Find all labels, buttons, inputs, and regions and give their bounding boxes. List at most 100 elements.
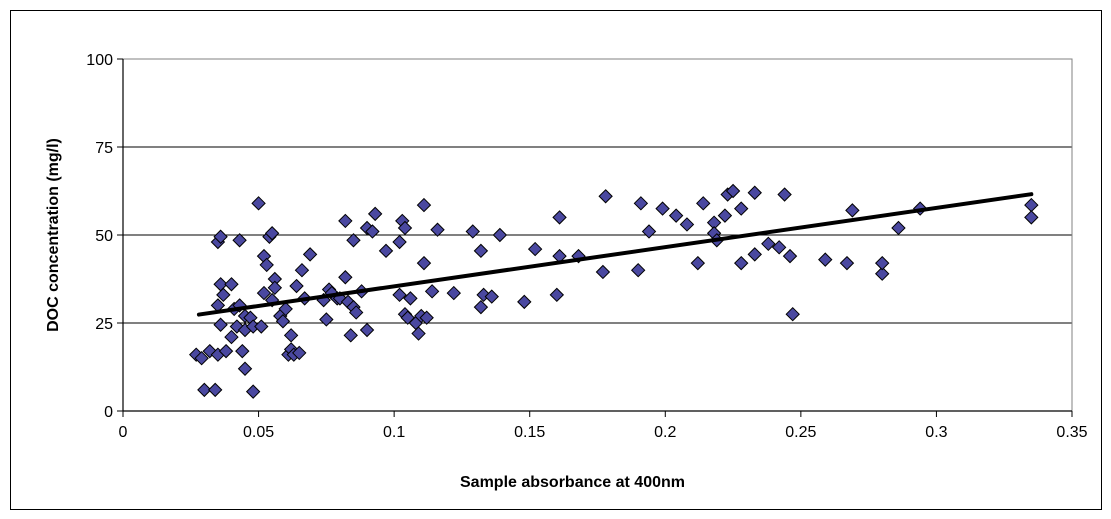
data-point [251,196,266,211]
y-tick-label: 25 [95,316,113,333]
data-point [259,257,274,273]
data-point [224,329,239,345]
data-point [595,264,611,280]
data-point [785,306,800,322]
data-point [294,262,310,278]
data-point [359,322,375,338]
data-point [392,287,407,303]
data-point [275,314,291,329]
data-point [411,326,426,341]
data-point [207,382,223,398]
data-point [237,361,253,376]
x-tick-label: 0.1 [383,424,405,441]
data-point [365,224,380,239]
x-tick-label: 0.3 [925,424,947,441]
data-point [338,213,353,229]
data-point [346,233,361,248]
data-point [777,187,792,202]
data-point [213,317,228,332]
data-point [874,255,890,271]
data-points [189,183,1039,399]
data-point [283,328,299,343]
data-point [343,328,358,343]
x-tick-label: 0.2 [654,424,676,441]
data-point [319,312,334,327]
data-point [641,224,657,239]
data-point [874,266,890,281]
data-point [717,208,733,223]
data-point [845,203,860,218]
data-point [690,255,706,271]
y-axis-title: DOC concentration (mg/l) [45,138,62,332]
data-point [818,252,833,267]
data-point [668,208,684,223]
data-point [733,201,749,216]
x-tick-label: 0.35 [1056,424,1087,441]
y-tick-label: 50 [95,228,113,245]
data-point [218,343,234,359]
data-point [747,247,762,262]
data-point [1024,210,1039,225]
data-point [416,197,432,213]
data-point [446,285,462,301]
data-point [289,278,304,294]
data-point [348,305,364,320]
data-point [771,240,787,255]
data-point [216,287,231,303]
data-point [235,343,250,359]
gridlines [123,58,1072,324]
data-point [633,196,649,211]
x-tick-label: 0.05 [243,424,274,441]
data-point [267,280,283,296]
y-tick-label: 100 [86,52,113,69]
data-point [430,222,445,237]
data-point [424,284,440,299]
data-point [465,224,480,239]
data-point [679,217,695,232]
data-point [549,287,565,303]
axes [117,58,1073,417]
data-point [197,382,212,398]
data-point [194,350,209,366]
data-point [338,270,353,285]
data-point [891,220,906,236]
data-point [747,185,762,200]
data-point [655,201,670,216]
data-point [733,255,749,271]
data-point [598,189,613,204]
data-point [517,294,532,310]
data-point [696,196,711,211]
data-point [367,206,383,222]
data-point [403,291,418,306]
data-point [473,299,489,315]
y-tick-label: 0 [104,404,113,421]
data-point [839,255,855,271]
data-point [232,233,247,248]
data-point [725,183,741,199]
x-tick-label: 0.15 [514,424,545,441]
data-point [1024,197,1039,213]
chart-area [10,10,1102,510]
data-point [254,319,269,334]
data-point [392,234,407,250]
data-point [552,210,567,225]
trendline [196,192,1034,317]
data-point [378,243,394,259]
data-point [630,262,646,278]
x-tick-label: 0.25 [785,424,816,441]
tick-labels: 0 25 50 75 100 0 0.05 0.1 0.15 0.2 0.25 0.3 0.35 [86,52,1087,441]
data-point [492,227,508,243]
data-point [224,277,239,292]
data-point [484,289,499,304]
data-point [416,255,432,271]
data-point [292,345,307,361]
data-point [397,220,413,236]
data-point [419,310,434,325]
x-tick-label: 0 [119,424,128,441]
data-point [213,229,228,244]
data-point [527,241,543,257]
data-point [761,236,776,252]
data-point [278,301,293,317]
data-point [302,247,318,262]
